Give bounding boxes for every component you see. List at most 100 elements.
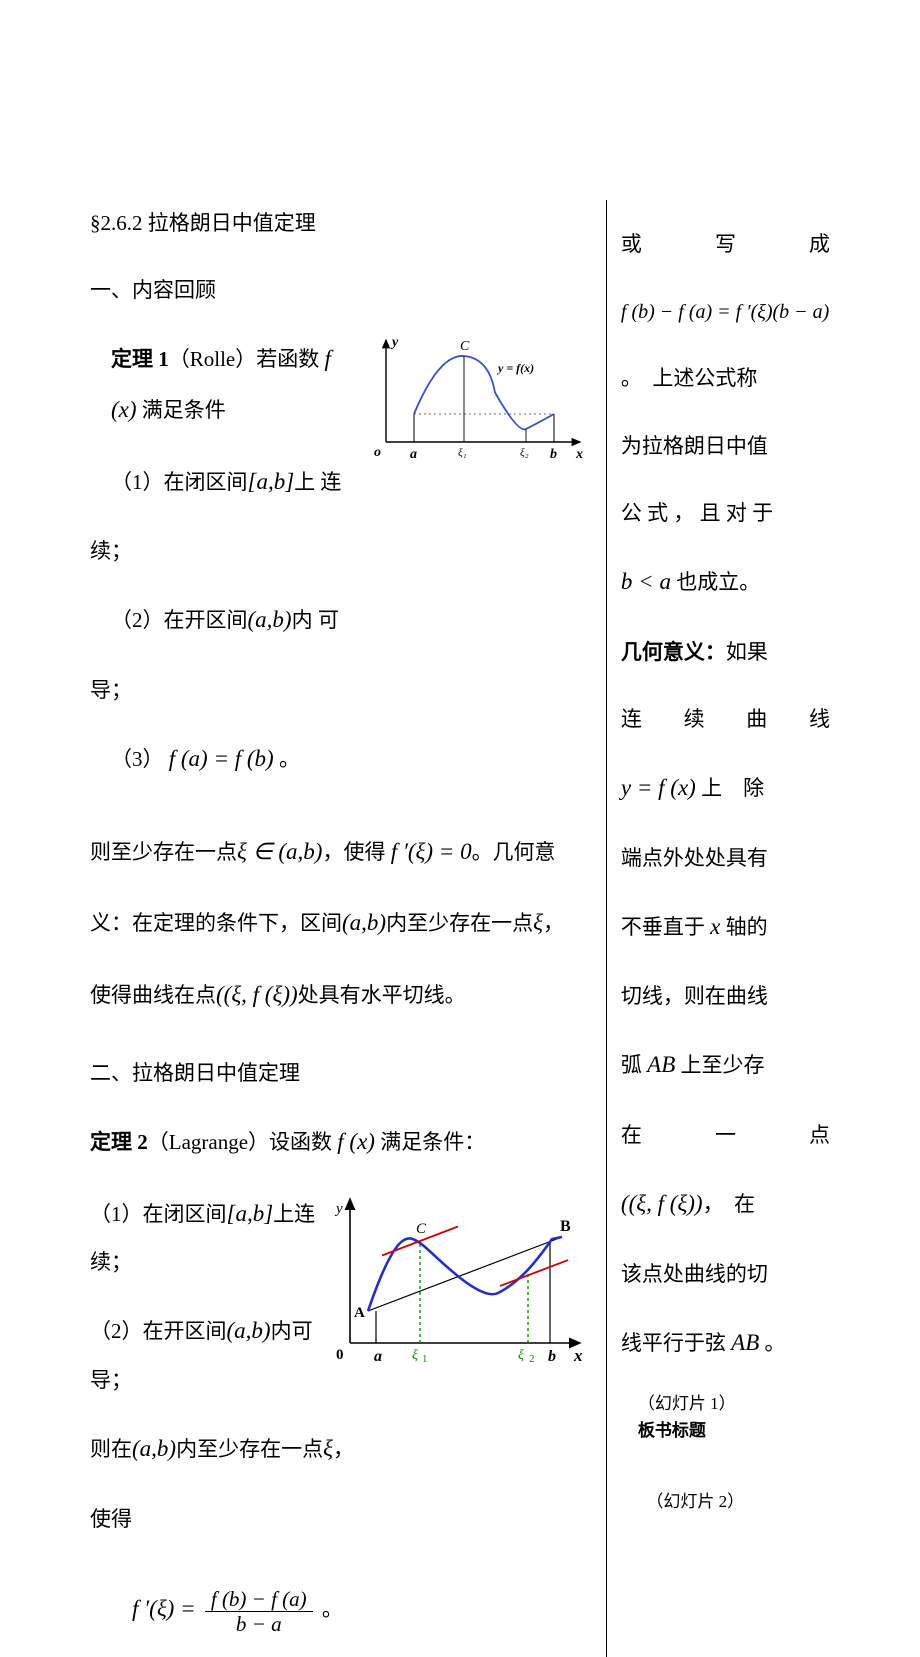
svg-text:B: B (560, 1218, 571, 1235)
geo-label: 几何意义： (621, 640, 726, 664)
xi: ξ (533, 910, 543, 935)
svg-text:x: x (575, 447, 583, 462)
lagrange-figure: yx0abξ1ξ2ABC (328, 1189, 588, 1384)
svg-text:y: y (390, 335, 399, 350)
g5: 不垂直于 (621, 915, 705, 939)
slide2-note: （幻灯片 2） (646, 1488, 830, 1515)
cond2-line-a: （2）在开区间(a,b)内 可 (90, 595, 588, 646)
conc-b: ，使得 (322, 840, 385, 864)
yfx: y = f (x) (621, 775, 696, 800)
geo-b: 义：在定理的条件下，区间 (90, 911, 342, 935)
r3: 为拉格朗日中值 (621, 423, 830, 469)
r-eq-text: f (b) − f (a) = f ′(ξ)(b − a) (621, 301, 829, 323)
theorem2-line: 定理 2（Lagrange）设函数 f (x) 满足条件： (90, 1117, 588, 1168)
g10-line: ((ξ, f (ξ))， 在 (621, 1179, 830, 1230)
lagrange-formula: f ′(ξ) = f (b) − f (a) b − a 。 (90, 1584, 588, 1636)
r4: 公 式 ， 且 对 于 (621, 490, 830, 536)
cond3-eq: f (a) = f (b) (169, 746, 274, 771)
right-column: 或 写 成 f (b) − f (a) = f ′(ξ)(b − a) 。 上述… (606, 200, 830, 1657)
r1: 或 写 成 (621, 221, 830, 267)
g9: 在 一 点 (621, 1112, 830, 1158)
svg-text:ξ₁: ξ₁ (458, 447, 467, 459)
svg-text:1: 1 (422, 1353, 428, 1365)
g3: 上 除 (701, 776, 764, 800)
page: §2.6.2 拉格朗日中值定理 一、内容回顾 yxoabξ₁ξ₂Cy = f(x… (0, 0, 920, 1302)
r2: 。 上述公式称 (621, 355, 830, 401)
g2: 连 续 曲 线 (621, 696, 830, 742)
g10: ， 在 (703, 1192, 756, 1216)
l-conc-c: ， (333, 1437, 354, 1461)
left-column: §2.6.2 拉格朗日中值定理 一、内容回顾 y x o a b ξ₁ ξ₂ Cy = f(x… (90, 200, 606, 1657)
l-conc-b: 内至少存在一点 (176, 1437, 323, 1461)
lagrange-svg: yx0abξ1ξ2ABC (328, 1193, 588, 1368)
svg-text:b: b (548, 1348, 556, 1365)
review-heading: 一、内容回顾 (90, 267, 588, 313)
lagrange-heading: 二、拉格朗日中值定理 (90, 1050, 588, 1096)
g4: 端点外处处具有 (621, 835, 830, 881)
svg-text:y: y (334, 1201, 343, 1217)
frac-num: f (b) − f (a) (205, 1587, 313, 1612)
fprime-zero: f ′(ξ) = 0 (391, 839, 472, 864)
theorem1-tail: 满足条件 (142, 398, 226, 422)
conc-a: 则至少存在一点 (90, 840, 237, 864)
cond2-post-a: 内 可 (292, 608, 339, 632)
formula-period: 。 (322, 1597, 343, 1621)
svg-text:o: o (374, 445, 381, 460)
board-note: 板书标题 (638, 1417, 830, 1444)
closed-ab-2: [a,b] (227, 1201, 274, 1226)
AB: AB (647, 1052, 675, 1077)
g11: 该点处曲线的切 (621, 1251, 830, 1297)
svg-text:ξ₂: ξ₂ (520, 447, 529, 459)
pt-xi: ((ξ, f (ξ)) (216, 982, 298, 1007)
rolle-conclusion-2: 义：在定理的条件下，区间(a,b)内至少存在一点ξ， (90, 898, 588, 949)
b-lt-a: b < a (621, 569, 671, 594)
section-number-title: §2.6.2 拉格朗日中值定理 (90, 200, 588, 246)
rolle-svg: yxoabξ₁ξ₂Cy = f(x) (368, 334, 588, 464)
frac-den: b − a (205, 1612, 313, 1636)
open-ab: (a,b) (248, 607, 292, 632)
svg-text:a: a (374, 1348, 382, 1365)
r5: 也成立。 (676, 570, 760, 594)
rolle-figure: yxoabξ₁ξ₂Cy = f(x) (368, 334, 588, 480)
theorem1-name: （Rolle）若函数 (169, 347, 320, 371)
g1: 如果 (726, 640, 768, 664)
r5-line: b < a 也成立。 (621, 557, 830, 608)
svg-text:ξ: ξ (518, 1348, 524, 1363)
two-column-layout: §2.6.2 拉格朗日中值定理 一、内容回顾 y x o a b ξ₁ ξ₂ Cy = f(x… (90, 200, 830, 1657)
svg-text:2: 2 (529, 1353, 535, 1365)
cond2-line-b: 导； (90, 667, 588, 713)
open-ab-4: (a,b) (132, 1436, 176, 1461)
svg-text:C: C (416, 1221, 427, 1237)
g8-line: 弧 AB 上至少存 (621, 1040, 830, 1091)
l-conc-a: 则在 (90, 1437, 132, 1461)
rolle-conclusion-3: 使得曲线在点((ξ, f (ξ))处具有水平切线。 (90, 970, 588, 1021)
g6: 轴的 (726, 915, 768, 939)
x-axis-var: x (710, 914, 720, 939)
svg-text:b: b (550, 447, 557, 462)
theorem1-label: 定理 1 (111, 347, 169, 371)
geo-d: ， (543, 911, 564, 935)
svg-text:y = f(x): y = f(x) (496, 361, 534, 375)
cond1-line-b: 续； (90, 528, 588, 574)
g5-line: 不垂直于 x 轴的 (621, 902, 830, 953)
closed-ab: [a,b] (248, 469, 295, 494)
fraction: f (b) − f (a) b − a (205, 1587, 313, 1636)
svg-text:x: x (573, 1346, 583, 1365)
fprime-xi-eq: f ′(ξ) = (132, 1596, 196, 1621)
l-conc-line: 则在(a,b)内至少存在一点ξ， (90, 1424, 588, 1475)
g12b: 。 (765, 1331, 786, 1355)
g8b: 上至少存 (681, 1053, 765, 1077)
geo-a: 。几何意 (472, 840, 556, 864)
svg-text:C: C (460, 339, 470, 354)
geo-f: 处具有水平切线。 (298, 983, 466, 1007)
geo-label-line: 几何意义：如果 (621, 629, 830, 675)
svg-text:ξ: ξ (412, 1348, 418, 1363)
cond3-line: （3） f (a) = f (b) 。 (90, 734, 588, 785)
xi-2: ξ (323, 1436, 333, 1461)
cond3-post: 。 (279, 747, 300, 771)
r-eq: f (b) − f (a) = f ′(ξ)(b − a) (621, 288, 830, 334)
g8a: 弧 (621, 1053, 642, 1077)
l-cond1-pre: （1）在闭区间 (90, 1202, 227, 1226)
svg-text:A: A (354, 1305, 365, 1321)
l-conc-d: 使得 (90, 1496, 588, 1542)
